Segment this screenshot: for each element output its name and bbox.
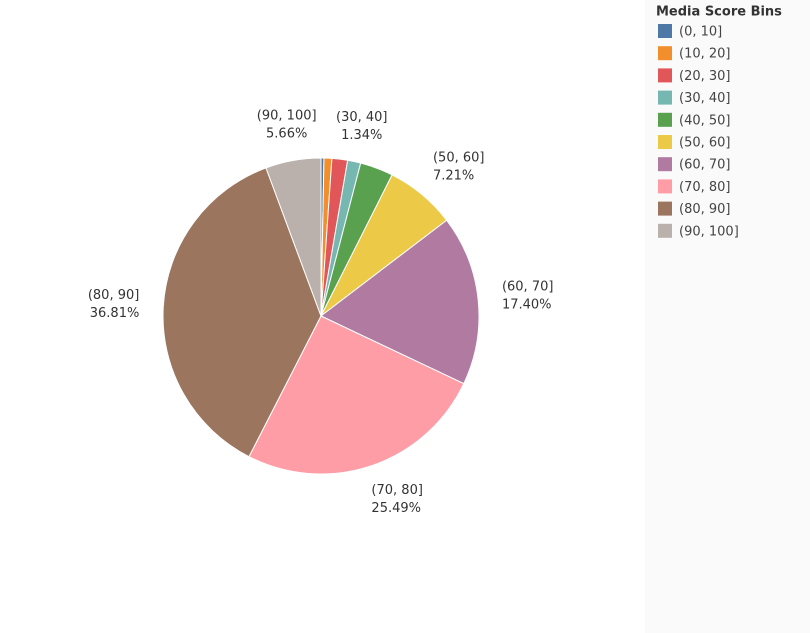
slice-label-value: 36.81% (90, 306, 140, 321)
legend-item: (10, 20] (679, 47, 731, 62)
legend-swatch (658, 112, 672, 127)
legend-title: Media Score Bins (656, 5, 782, 20)
slice-label-category: (60, 70] (502, 279, 554, 294)
legend-swatch (658, 201, 672, 216)
legend-swatch (658, 68, 672, 83)
legend-item: (30, 40] (679, 91, 731, 106)
legend-swatch (658, 157, 672, 172)
slice-label-category: (70, 80] (371, 483, 423, 498)
legend-item: (0, 10] (679, 25, 722, 40)
legend-swatch (658, 135, 672, 149)
legend-item: (50, 60] (679, 136, 731, 151)
slice-label-category: (30, 40] (336, 110, 388, 125)
legend-swatch (658, 179, 672, 194)
slice-label-category: (50, 60] (433, 150, 485, 165)
legend-swatch (658, 24, 672, 38)
slice-label-category: (90, 100] (257, 109, 317, 124)
pie-slice (248, 315, 465, 475)
legend-item: (80, 90] (679, 202, 731, 217)
pie-slice (162, 167, 322, 458)
slice-label-value: 17.40% (502, 297, 552, 312)
slice-label-value: 5.66% (266, 127, 307, 142)
pie-slice (320, 219, 480, 385)
legend-item: (20, 30] (679, 69, 731, 84)
legend-swatch (658, 90, 672, 105)
slice-label-value: 1.34% (341, 128, 382, 143)
legend-item: (40, 50] (679, 113, 731, 128)
legend-item: (90, 100] (679, 224, 739, 239)
slice-label-value: 7.21% (433, 168, 474, 183)
legend-swatch (658, 46, 672, 61)
slice-label-value: 25.49% (371, 501, 421, 516)
legend-swatch (658, 223, 672, 238)
legend-item: (60, 70] (679, 158, 731, 173)
legend-item: (70, 80] (679, 180, 731, 195)
legend-area (645, 0, 810, 633)
slice-label-category: (80, 90] (88, 288, 140, 303)
pie-slice (265, 157, 322, 317)
